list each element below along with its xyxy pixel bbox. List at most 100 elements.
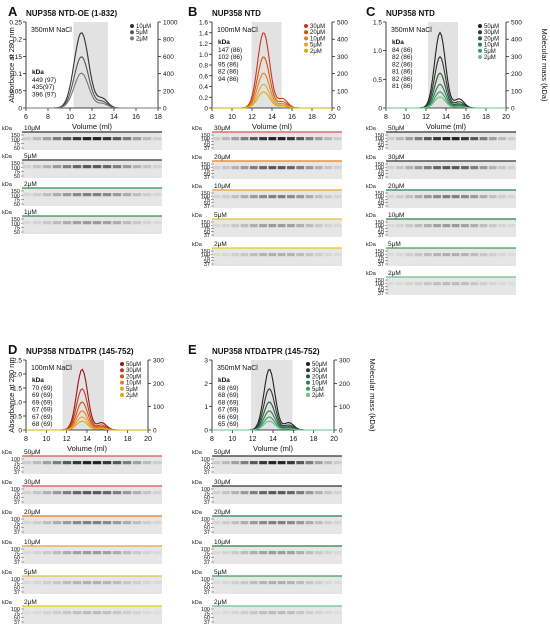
gel-band bbox=[240, 581, 249, 585]
gel-band bbox=[259, 253, 267, 257]
gel-band bbox=[479, 282, 488, 286]
legend-dot bbox=[304, 42, 308, 47]
gel-marker-label: 75 bbox=[378, 198, 384, 204]
panel-title: NUP358 NTD-OE (1-832) bbox=[26, 9, 117, 18]
gel-band bbox=[82, 221, 92, 225]
gel-band bbox=[470, 195, 479, 199]
gel-band bbox=[231, 461, 240, 465]
gel-band bbox=[82, 461, 92, 465]
gel-kda-label: kDa bbox=[2, 540, 13, 546]
y-tick-label: 0.05 bbox=[9, 88, 22, 95]
gel-marker-label: 150 bbox=[201, 133, 210, 139]
gel-band bbox=[296, 224, 305, 228]
gel-band bbox=[72, 551, 82, 555]
y-tick-label: 0.5 bbox=[373, 77, 382, 84]
gel-marker-label: 75 bbox=[204, 198, 210, 204]
gel-band bbox=[122, 461, 132, 465]
legend-dot bbox=[478, 36, 482, 41]
gel-marker-label: 37 bbox=[378, 146, 384, 152]
gel-band bbox=[72, 193, 82, 197]
gel-background bbox=[212, 132, 342, 150]
mass-value: 81 (86) bbox=[392, 69, 413, 76]
gel-band bbox=[222, 551, 230, 555]
gel-kda-label: kDa bbox=[2, 510, 13, 516]
legend-label: 10μM bbox=[136, 24, 151, 30]
legend-label: 5μM bbox=[484, 49, 496, 55]
x-axis-title: Volume (ml) bbox=[67, 444, 108, 453]
gel-band bbox=[32, 491, 42, 495]
legend-dot bbox=[130, 30, 134, 35]
gel-band bbox=[461, 137, 469, 141]
gel-band bbox=[386, 224, 395, 228]
y2-tick-label: 300 bbox=[511, 54, 522, 61]
legend-dot bbox=[120, 386, 124, 391]
trace-2μM bbox=[26, 72, 158, 109]
gel-band bbox=[142, 461, 152, 465]
gel-band bbox=[314, 521, 323, 525]
gel-band bbox=[142, 193, 152, 197]
legend-label: 5μM bbox=[136, 30, 148, 36]
gel-kda-label: kDa bbox=[192, 480, 203, 486]
gel-band bbox=[498, 282, 506, 286]
gel-band bbox=[287, 137, 295, 141]
gel-band bbox=[222, 195, 230, 199]
gel-band bbox=[277, 521, 286, 525]
y-tick-label: 0 bbox=[204, 428, 208, 435]
gel-marker-label: 100 bbox=[11, 487, 20, 493]
gel-band bbox=[72, 491, 82, 495]
gel-conc-label: 5μM bbox=[24, 153, 37, 160]
gel-kda-label: kDa bbox=[192, 570, 203, 576]
gel-marker-label: 37 bbox=[204, 500, 210, 506]
gel-marker-label: 75 bbox=[14, 491, 20, 497]
gel-background bbox=[212, 248, 342, 266]
gel-band bbox=[152, 165, 162, 169]
mass-header: kDa bbox=[32, 377, 44, 384]
gel-background bbox=[22, 606, 162, 624]
gel-band bbox=[423, 166, 432, 170]
gel-band bbox=[461, 224, 469, 228]
y-tick-label: 0 bbox=[378, 106, 382, 113]
gel-band bbox=[442, 253, 451, 257]
x-axis-title: Volume (ml) bbox=[72, 122, 113, 131]
gel-marker-label: 75 bbox=[204, 461, 210, 467]
gel-band bbox=[222, 491, 230, 495]
gel-band bbox=[333, 137, 342, 141]
gel-background bbox=[212, 546, 342, 564]
gel-band bbox=[102, 461, 112, 465]
gel-band bbox=[222, 224, 230, 228]
gel-marker-label: 37 bbox=[14, 500, 20, 506]
y2-axis-title: Molecular mass (kDa) bbox=[368, 359, 377, 432]
gel-band bbox=[62, 137, 72, 141]
gel-band bbox=[62, 521, 72, 525]
gel-band bbox=[451, 282, 460, 286]
gel-marker-label: 50 bbox=[14, 556, 20, 562]
gel-band bbox=[451, 137, 460, 141]
gel-band bbox=[132, 165, 142, 169]
gel-band bbox=[240, 551, 249, 555]
gel-band bbox=[507, 282, 516, 286]
gel-band bbox=[296, 521, 305, 525]
y-tick-label: 0.4 bbox=[199, 84, 208, 91]
gel-band bbox=[42, 221, 52, 225]
gel-band bbox=[142, 137, 152, 141]
gel-band bbox=[132, 491, 142, 495]
gel-band bbox=[277, 137, 286, 141]
mass-header: kDa bbox=[392, 39, 404, 46]
gel-marker-label: 150 bbox=[201, 249, 210, 255]
y2-tick-label: 0 bbox=[163, 106, 167, 113]
gel-conc-label: 30μM bbox=[214, 125, 230, 132]
mass-value: 82 (86) bbox=[392, 61, 413, 68]
gel-band bbox=[305, 491, 314, 495]
gel-kda-label: kDa bbox=[192, 242, 203, 248]
gel-band bbox=[268, 166, 277, 170]
gel-band bbox=[324, 224, 332, 228]
y2-axis-title: Molecular mass (kDa) bbox=[540, 29, 549, 102]
mass-value: 81 (86) bbox=[392, 83, 413, 90]
mass-value: 435(97) bbox=[32, 84, 54, 91]
gel-band bbox=[442, 166, 451, 170]
gel-band bbox=[324, 166, 332, 170]
trace-2μM bbox=[386, 96, 506, 109]
legend-dot bbox=[120, 374, 124, 379]
